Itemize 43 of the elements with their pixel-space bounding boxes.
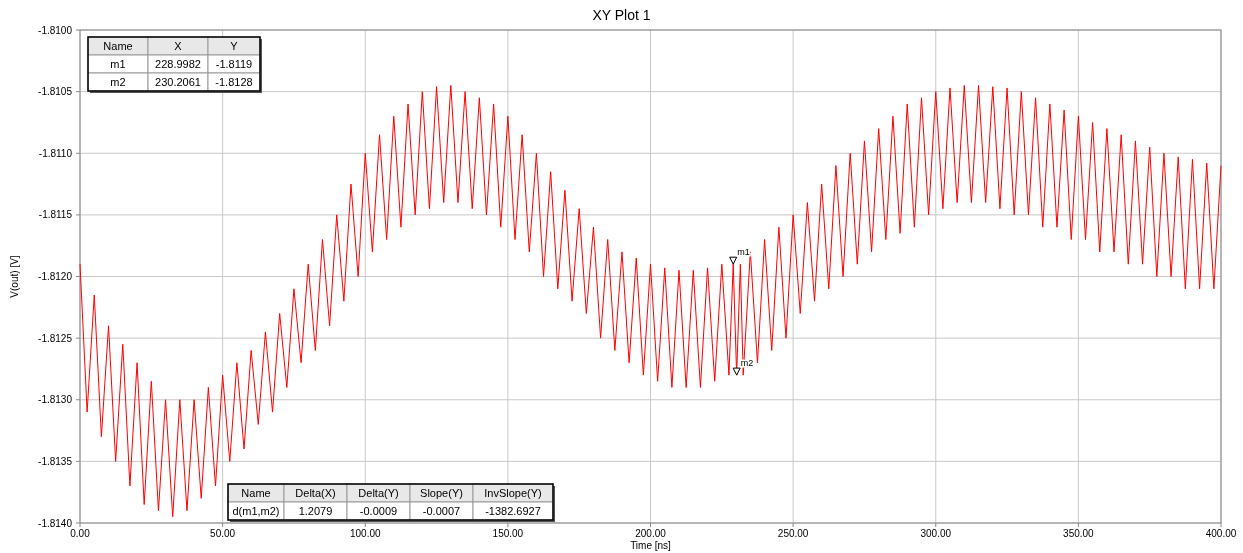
- y-tick-label: -1.8110: [38, 147, 73, 159]
- annotation: Delta(X): [295, 487, 336, 499]
- x-tick-label: 300.00: [920, 528, 952, 539]
- annotation: Name: [103, 40, 133, 52]
- x-tick-label: 200.00: [635, 528, 667, 539]
- annotation: -1.8128: [215, 76, 253, 88]
- x-tick-label: 250.00: [777, 528, 809, 539]
- annotation: 1.2079: [298, 505, 333, 517]
- annotation: d(m1,m2): [232, 505, 280, 517]
- y-tick-label: -1.8140: [38, 517, 73, 529]
- x-tick-label: 350.00: [1063, 528, 1095, 539]
- annotation: 230.2061: [155, 76, 201, 88]
- annotation: -0.0009: [359, 505, 398, 517]
- y-tick-label: -1.8125: [38, 332, 73, 344]
- annotation: Slope(Y): [420, 487, 463, 499]
- line-series: [79, 84, 1222, 518]
- annotation: m2: [110, 76, 126, 88]
- x-tick-label: 50.00: [210, 528, 236, 539]
- x-tick-label: 100.00: [349, 528, 381, 539]
- annotation: m1: [737, 247, 750, 258]
- chart-title: XY Plot 1: [592, 7, 651, 23]
- annotation: 228.9982: [155, 58, 201, 70]
- y-tick-label: -1.8100: [38, 24, 73, 36]
- y-tick-label: -1.8130: [38, 394, 73, 406]
- annotation: -0.0007: [422, 505, 461, 517]
- annotation: Delta(Y): [358, 487, 399, 499]
- y-tick-label: -1.8135: [38, 455, 73, 467]
- x-tick-label: 150.00: [492, 528, 524, 539]
- x-axis-title: Time [ns]: [630, 540, 672, 551]
- y-tick-label: -1.8115: [38, 209, 73, 221]
- y-tick-label: -1.8105: [38, 86, 73, 98]
- x-tick-label: 0.00: [70, 528, 91, 539]
- y-axis-title: V(out) [V]: [9, 255, 20, 298]
- annotation: -1.8119: [215, 58, 253, 70]
- marker-triangle: m1: [729, 247, 750, 265]
- annotation: X: [174, 40, 183, 52]
- annotation: Name: [241, 487, 271, 499]
- annotation: Y: [230, 40, 239, 52]
- x-tick-label: 400.00: [1205, 528, 1237, 539]
- y-tick-label: -1.8120: [38, 271, 73, 282]
- annotation: InvSlope(Y): [484, 487, 542, 499]
- annotation: m1: [110, 58, 126, 70]
- annotation: -1382.6927: [485, 505, 541, 517]
